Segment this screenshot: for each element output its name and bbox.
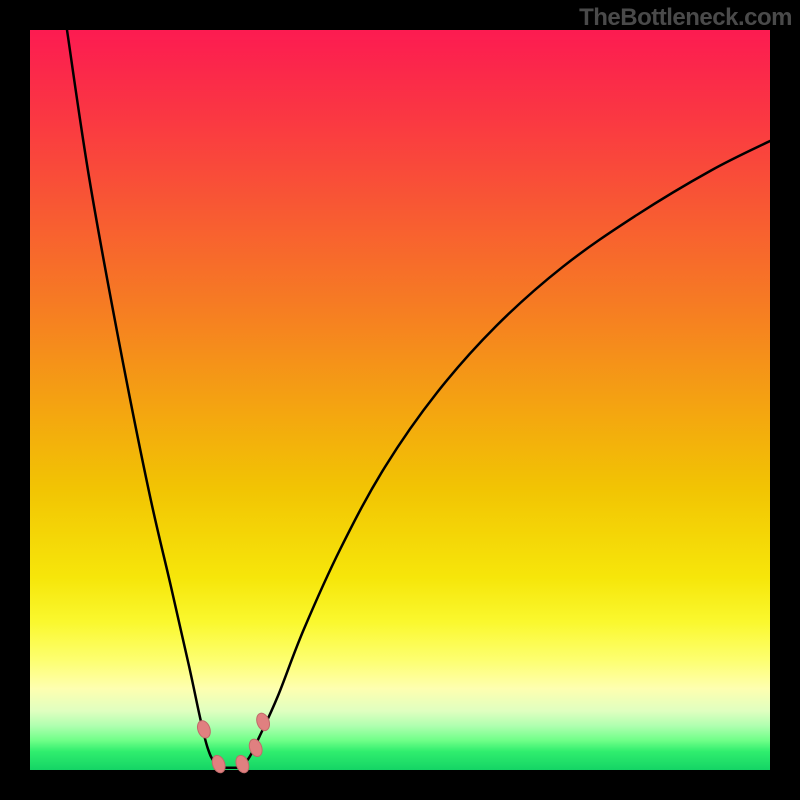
bottleneck-chart-svg <box>0 0 800 800</box>
gradient-background <box>30 30 770 770</box>
chart-container: TheBottleneck.com <box>0 0 800 800</box>
watermark-text: TheBottleneck.com <box>579 4 792 32</box>
